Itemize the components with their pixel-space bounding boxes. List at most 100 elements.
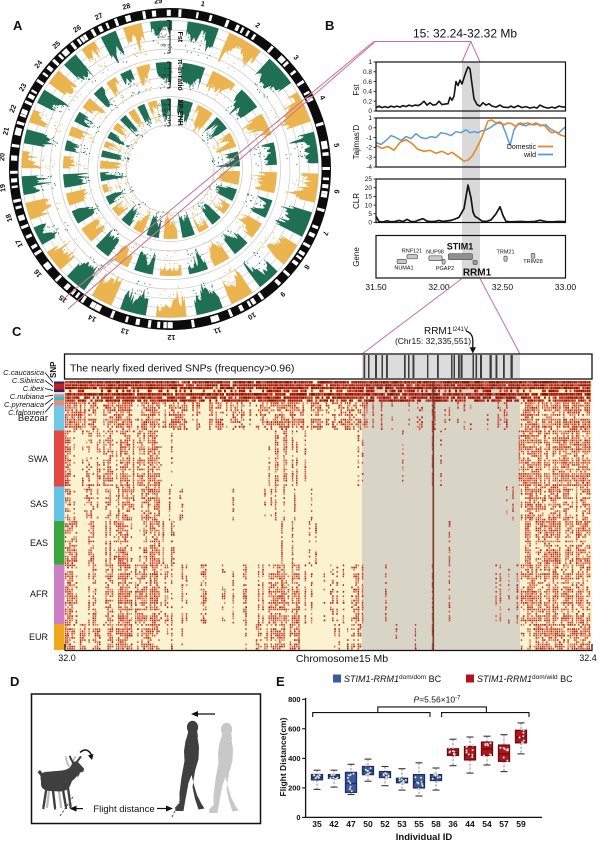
svg-text:1: 1 bbox=[368, 59, 372, 66]
svg-text:0.4: 0.4 bbox=[363, 89, 372, 96]
svg-text:C.falconeri: C.falconeri bbox=[8, 408, 44, 417]
svg-text:3: 3 bbox=[291, 53, 300, 62]
svg-text:P=5.56×10-7: P=5.56×10-7 bbox=[414, 695, 462, 705]
svg-text:SWA: SWA bbox=[28, 454, 48, 464]
svg-text:19: 19 bbox=[0, 184, 8, 193]
svg-text:33.00: 33.00 bbox=[555, 282, 577, 292]
svg-text:SAS: SAS bbox=[30, 499, 48, 509]
svg-text:0: 0 bbox=[368, 108, 372, 115]
svg-text:π-ln-ratio: π-ln-ratio bbox=[176, 59, 183, 90]
svg-text:NUP98: NUP98 bbox=[426, 250, 444, 256]
svg-text:400: 400 bbox=[288, 754, 301, 763]
svg-text:XP-EHH: XP-EHH bbox=[176, 99, 183, 125]
svg-text:15: 15 bbox=[365, 194, 373, 201]
svg-text:D: D bbox=[10, 674, 19, 689]
svg-text:9: 9 bbox=[278, 290, 287, 299]
svg-text:54: 54 bbox=[482, 819, 492, 829]
svg-text:20: 20 bbox=[0, 153, 7, 162]
svg-text:25: 25 bbox=[50, 39, 62, 51]
svg-text:24: 24 bbox=[32, 58, 44, 70]
svg-text:0.6: 0.6 bbox=[363, 79, 372, 86]
svg-text:TRIM28: TRIM28 bbox=[523, 259, 543, 265]
svg-text:A: A bbox=[13, 18, 23, 33]
svg-text:Chromosome15 Mb: Chromosome15 Mb bbox=[296, 653, 388, 665]
svg-text:EAS: EAS bbox=[30, 538, 48, 548]
svg-text:16: 16 bbox=[32, 268, 44, 280]
svg-text:0.67: 0.67 bbox=[158, 34, 167, 39]
svg-text:5.75: 5.75 bbox=[158, 113, 167, 118]
svg-text:-3: -3 bbox=[366, 154, 372, 161]
svg-text:Tajimas’D: Tajimas’D bbox=[352, 124, 361, 159]
svg-text:35: 35 bbox=[312, 819, 322, 829]
svg-text:STIM1-RRM1dom/wild BC: STIM1-RRM1dom/wild BC bbox=[477, 674, 573, 685]
svg-text:600: 600 bbox=[288, 724, 301, 733]
svg-text:C.caucasica: C.caucasica bbox=[3, 368, 44, 377]
svg-text:29: 29 bbox=[154, 0, 163, 6]
svg-text:50: 50 bbox=[363, 819, 373, 829]
svg-text:-3: -3 bbox=[162, 66, 166, 71]
svg-text:B: B bbox=[325, 18, 334, 33]
svg-text:C.nubiana: C.nubiana bbox=[10, 392, 44, 401]
svg-text:23: 23 bbox=[17, 82, 29, 93]
svg-text:0.64: 0.64 bbox=[158, 26, 167, 31]
svg-text:Individual ID: Individual ID bbox=[396, 832, 453, 843]
svg-text:21: 21 bbox=[1, 126, 12, 136]
svg-text:8: 8 bbox=[302, 263, 312, 271]
svg-text:15: 32.24-32.32 Mb: 15: 32.24-32.32 Mb bbox=[413, 27, 517, 41]
svg-text:wild: wild bbox=[523, 152, 536, 159]
svg-text:-2: -2 bbox=[366, 145, 372, 152]
svg-text:0: 0 bbox=[296, 813, 300, 822]
svg-text:SNP: SNP bbox=[49, 361, 58, 378]
svg-text:32.0: 32.0 bbox=[58, 653, 76, 663]
svg-text:RRM1: RRM1 bbox=[463, 268, 492, 279]
svg-text:55: 55 bbox=[414, 819, 424, 829]
svg-text:32.4: 32.4 bbox=[579, 653, 597, 663]
svg-text:57: 57 bbox=[499, 819, 509, 829]
svg-text:E: E bbox=[276, 674, 285, 689]
svg-text:2.5: 2.5 bbox=[160, 107, 166, 112]
svg-text:12: 12 bbox=[167, 333, 175, 342]
svg-text:10: 10 bbox=[246, 310, 257, 322]
svg-text:13: 13 bbox=[120, 326, 130, 337]
svg-text:Fst: Fst bbox=[352, 84, 361, 96]
svg-text:STIM1: STIM1 bbox=[447, 242, 474, 252]
svg-text:C.pyrenaica: C.pyrenaica bbox=[4, 400, 44, 409]
svg-text:800: 800 bbox=[288, 695, 301, 704]
svg-text:36: 36 bbox=[448, 819, 458, 829]
svg-text:2.25: 2.25 bbox=[158, 73, 167, 78]
svg-text:59: 59 bbox=[516, 819, 526, 829]
svg-text:10: 10 bbox=[365, 202, 373, 209]
svg-text:Gene: Gene bbox=[352, 247, 361, 267]
svg-text:32.50: 32.50 bbox=[492, 282, 514, 292]
svg-text:4: 4 bbox=[318, 94, 328, 101]
svg-text:17: 17 bbox=[13, 238, 25, 249]
svg-text:25: 25 bbox=[365, 176, 373, 183]
svg-text:STIM1-RRM1dom/dom BC: STIM1-RRM1dom/dom BC bbox=[344, 674, 442, 685]
svg-text:44: 44 bbox=[465, 819, 475, 829]
svg-text:TRM21: TRM21 bbox=[496, 250, 514, 256]
svg-text:-4: -4 bbox=[366, 164, 372, 171]
svg-text:6: 6 bbox=[332, 189, 341, 194]
svg-text:-1: -1 bbox=[366, 135, 372, 142]
svg-text:5: 5 bbox=[332, 143, 341, 148]
svg-text:Flight Distance(cm): Flight Distance(cm) bbox=[278, 717, 288, 796]
svg-text:4: 4 bbox=[164, 79, 167, 84]
svg-text:26: 26 bbox=[71, 23, 83, 35]
svg-text:-0.78: -0.78 bbox=[157, 102, 167, 107]
svg-text:C.Sibirica: C.Sibirica bbox=[12, 376, 44, 385]
svg-text:200: 200 bbox=[288, 783, 301, 792]
svg-text:NUMA1: NUMA1 bbox=[394, 266, 413, 272]
svg-text:31.50: 31.50 bbox=[365, 282, 387, 292]
svg-text:1: 1 bbox=[368, 115, 372, 122]
svg-text:5: 5 bbox=[368, 211, 372, 218]
svg-text:AFR: AFR bbox=[30, 589, 49, 599]
svg-text:1: 1 bbox=[200, 0, 206, 9]
svg-text:0: 0 bbox=[368, 125, 372, 132]
svg-text:2: 2 bbox=[254, 20, 262, 30]
svg-text:32.00: 32.00 bbox=[428, 282, 450, 292]
svg-text:20: 20 bbox=[365, 185, 373, 192]
svg-text:0.8: 0.8 bbox=[160, 42, 166, 47]
svg-text:53: 53 bbox=[397, 819, 407, 829]
svg-text:28: 28 bbox=[121, 1, 131, 12]
svg-text:Domestic: Domestic bbox=[507, 144, 537, 151]
